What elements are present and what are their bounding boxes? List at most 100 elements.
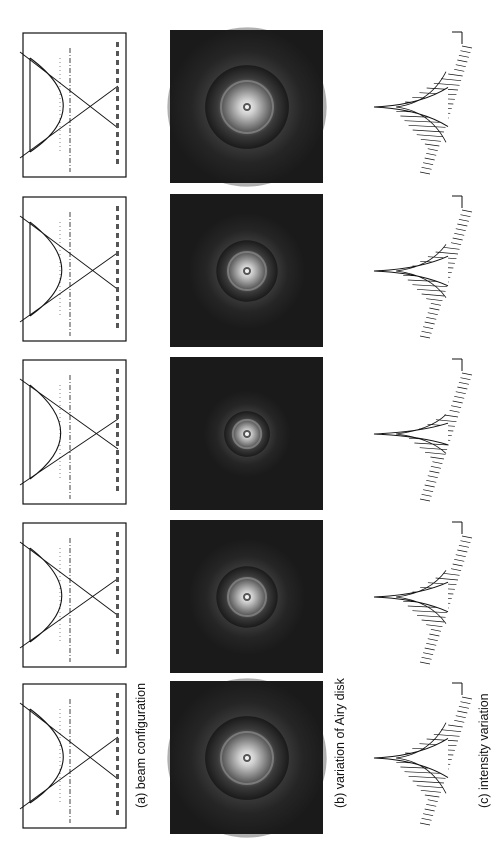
- profile-line: [458, 381, 469, 385]
- profile-line: [417, 288, 446, 292]
- annotation-mark: [116, 414, 119, 419]
- profile-line: [423, 813, 434, 817]
- annotation-mark: [116, 577, 119, 582]
- profile-line: [448, 724, 463, 728]
- profile-line: [460, 214, 471, 218]
- profile-line: [421, 330, 432, 334]
- annotation-mark: [116, 233, 119, 238]
- annotation-mark: [116, 296, 119, 301]
- profile-line: [427, 148, 438, 152]
- intensity-contour: [395, 244, 447, 298]
- annotation-mark: [116, 765, 119, 770]
- profile-line: [424, 143, 440, 147]
- beam-diagram-4: [19, 522, 127, 668]
- profile-line: [430, 628, 441, 632]
- airy-disk-4: [170, 520, 323, 673]
- profile-line: [443, 572, 460, 576]
- intensity-contour: [395, 722, 447, 794]
- ray-lower: [19, 736, 119, 810]
- annotation-mark: [116, 369, 119, 374]
- profile-line: [426, 87, 459, 91]
- annotation-mark: [116, 550, 119, 555]
- annotation-mark: [116, 792, 119, 797]
- profile-line: [419, 335, 431, 339]
- annotation-mark: [116, 141, 119, 146]
- profile-line: [419, 447, 448, 451]
- annotation-mark: [116, 396, 119, 401]
- annotation-mark: [116, 150, 119, 155]
- profile-line: [461, 372, 473, 376]
- airy-core: [245, 105, 249, 109]
- beam-configuration-column: [19, 32, 127, 829]
- profile-line: [423, 652, 434, 656]
- profile-line: [427, 582, 457, 586]
- airy-ring: [231, 418, 263, 450]
- profile-line: [454, 719, 465, 723]
- annotation-mark: [116, 323, 119, 328]
- profile-line: [426, 803, 437, 807]
- airy-disk-3: [170, 357, 323, 510]
- airy-ring: [220, 80, 274, 134]
- annotation-mark: [116, 486, 119, 491]
- annotation-mark: [116, 269, 119, 274]
- profile-line: [416, 785, 443, 789]
- profile-line: [416, 134, 443, 138]
- profile-line: [421, 293, 445, 297]
- profile-line: [420, 789, 441, 793]
- profile-line: [449, 409, 460, 413]
- profile-line: [443, 246, 460, 250]
- beam-diagram-5: [19, 683, 127, 829]
- diagram-frame: [22, 32, 127, 178]
- profile-line: [460, 377, 471, 381]
- ray-upper: [19, 51, 119, 129]
- profile-line: [452, 237, 463, 241]
- profile-line: [430, 465, 441, 469]
- profile-line: [457, 710, 468, 714]
- annotation-mark: [116, 559, 119, 564]
- profile-line: [412, 284, 448, 288]
- annotation-mark: [116, 783, 119, 788]
- annotation-mark: [116, 568, 119, 573]
- annotation-mark: [116, 132, 119, 137]
- annotation-mark: [116, 810, 119, 815]
- airy-core: [245, 756, 249, 760]
- annotation-mark: [116, 159, 119, 164]
- intensity-spike: [373, 737, 449, 779]
- intensity-spike: [373, 255, 449, 287]
- profile-line: [461, 45, 473, 49]
- profile-line: [424, 647, 435, 651]
- annotation-mark: [116, 738, 119, 743]
- annotation-mark: [116, 459, 119, 464]
- airy-disk-5: [167, 678, 327, 838]
- profile-line: [421, 656, 432, 660]
- diagram-frame: [22, 522, 127, 668]
- annotation-mark: [116, 206, 119, 211]
- profile-line: [457, 223, 468, 227]
- intensity-profile-3: [373, 358, 473, 502]
- annotation-mark: [116, 604, 119, 609]
- beam-diagram-2: [19, 196, 127, 342]
- annotation-mark: [116, 105, 119, 110]
- intensity-contour: [395, 414, 447, 454]
- profile-line: [427, 256, 457, 260]
- airy-ring: [226, 250, 268, 292]
- profile-line: [412, 780, 445, 784]
- annotation-mark: [116, 42, 119, 47]
- profile-line: [461, 535, 473, 539]
- airy-disk-1: [167, 27, 327, 187]
- profile-line: [460, 50, 471, 54]
- profile-line: [440, 78, 462, 82]
- annotation-mark: [116, 774, 119, 779]
- beam-diagram-1: [19, 32, 127, 178]
- profile-line: [426, 624, 443, 628]
- intensity-profile-2: [373, 195, 473, 339]
- ray-lower: [19, 252, 119, 323]
- intensity-spike: [373, 422, 449, 446]
- profile-line: [426, 152, 437, 156]
- annotation-mark: [116, 387, 119, 392]
- ray-upper: [19, 378, 119, 450]
- airy-disk-2: [170, 194, 323, 347]
- annotation-mark: [116, 441, 119, 446]
- profile-line: [455, 391, 466, 395]
- annotation-mark: [116, 729, 119, 734]
